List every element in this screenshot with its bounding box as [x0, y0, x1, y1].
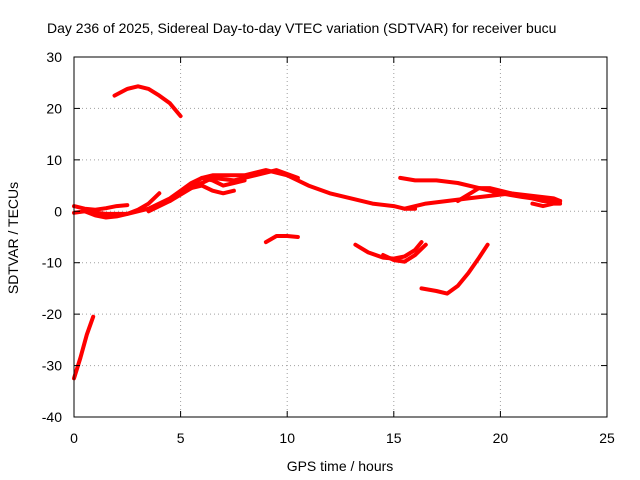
x-tick-label: 20	[493, 430, 509, 446]
y-tick-label: 30	[46, 49, 62, 65]
series-line-arc-12	[419, 242, 490, 296]
x-tick-label: 25	[599, 430, 615, 446]
x-tick-label: 0	[70, 430, 78, 446]
x-tick-label: 10	[279, 430, 295, 446]
data-series	[72, 84, 563, 381]
series-line-arc-9	[263, 234, 300, 245]
series-line-arc-11	[381, 242, 428, 264]
series-line-arc-7	[167, 183, 236, 203]
chart-title: Day 236 of 2025, Sidereal Day-to-day VTE…	[47, 20, 556, 36]
plot-frame	[73, 56, 608, 418]
y-tick-label: 20	[46, 100, 62, 116]
series-line-arc-1	[72, 314, 96, 381]
x-tick-label: 15	[386, 430, 402, 446]
y-tick-label: -20	[42, 306, 62, 322]
series-line-arc-2	[112, 84, 183, 119]
series-line-arc-16	[530, 201, 563, 209]
x-tick-label: 5	[177, 430, 185, 446]
axis-ticks: 0 5 10 15 20 25 -40 -30 -20 -10 0 10 20 30	[42, 49, 615, 446]
y-axis-label: SDTVAR / TECUs	[5, 182, 21, 294]
y-tick-label: 10	[46, 152, 62, 168]
series-line-arc-15	[455, 186, 563, 203]
series-line-arc-3	[72, 203, 130, 212]
series-line-arc-5	[82, 168, 418, 216]
x-axis-label: GPS time / hours	[287, 458, 394, 474]
y-tick-label: -10	[42, 255, 62, 271]
grid-lines	[74, 57, 607, 417]
y-tick-label: 0	[54, 203, 62, 219]
y-tick-label: -30	[42, 358, 62, 374]
series-line-arc-8	[189, 175, 247, 188]
y-tick-label: -40	[42, 409, 62, 425]
